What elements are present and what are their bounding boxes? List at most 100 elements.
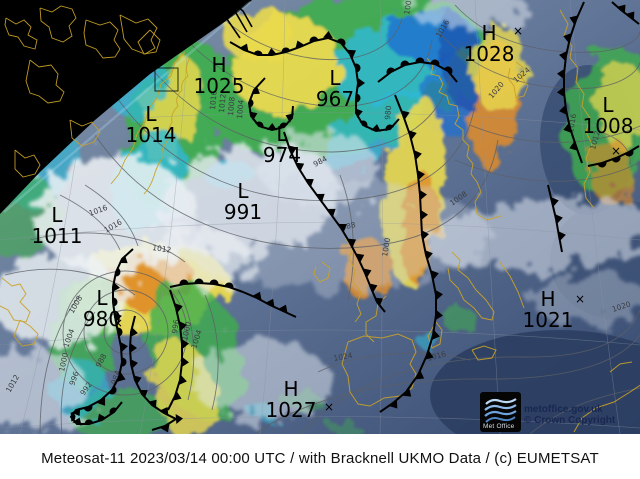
isobar-label: 1008 — [226, 96, 237, 116]
cold-front-symbol — [316, 193, 325, 203]
warm-front-symbol — [611, 156, 621, 163]
pressure-value: 1027 — [266, 398, 317, 422]
cold-front-symbol — [71, 407, 81, 417]
warm-front-symbol — [114, 267, 121, 277]
cold-front-symbol — [133, 375, 142, 385]
met-office-waves-icon — [484, 398, 517, 423]
cold-front-symbol — [130, 343, 137, 353]
isobar-label: 988 — [341, 220, 357, 232]
front-path — [167, 289, 183, 411]
cold-front-symbol — [417, 170, 425, 180]
warm-front-symbol — [179, 279, 189, 285]
warm-front-symbol — [255, 121, 264, 129]
cold-front-symbol — [327, 208, 336, 218]
cold-front-symbol — [431, 330, 440, 340]
cold-front-symbol — [354, 108, 363, 118]
cold-front-symbol — [119, 254, 128, 264]
warm-front-symbol — [354, 63, 361, 73]
metoffice-url: metoffice.gov.uk — [524, 404, 603, 415]
cold-front-symbol — [174, 303, 183, 313]
cold-front-symbol — [179, 321, 187, 331]
cold-front-symbol — [173, 391, 182, 401]
warm-front-symbol — [430, 59, 440, 66]
cold-front-symbol — [239, 43, 249, 53]
warm-front-symbol — [248, 98, 254, 108]
warm-front-symbol — [281, 47, 291, 54]
warm-front-symbol — [112, 297, 118, 307]
warm-front-symbol — [355, 93, 361, 103]
pressure-center-cross-marker: × — [611, 144, 621, 158]
isobars — [4, 0, 640, 434]
cold-front-symbol — [421, 230, 429, 240]
met-office-logo-label: Met Office — [483, 423, 515, 430]
cold-front-symbol — [563, 33, 572, 43]
cold-front-symbol — [323, 31, 333, 39]
cold-front-symbol — [181, 339, 189, 349]
cold-front-symbol — [181, 357, 189, 367]
image-caption: Meteosat-11 2023/03/14 00:00 UTC / with … — [41, 450, 599, 467]
cold-front-symbol — [401, 110, 410, 120]
cold-front-symbol — [175, 414, 183, 424]
cold-front-symbol — [120, 342, 128, 352]
pressure-value: 1011 — [32, 224, 83, 248]
cold-front-symbol — [338, 223, 347, 233]
cold-front-symbol — [557, 87, 565, 97]
cold-front-symbol — [435, 290, 443, 300]
cold-front-symbol — [424, 250, 433, 260]
cold-front-symbol — [267, 48, 277, 56]
cold-front-symbol — [569, 15, 578, 25]
satellite-weather-map: 1016 1016 1012 1012 1008 1004 1000 996 992 988 984… — [0, 0, 640, 434]
pressure-type-letter: L — [602, 93, 614, 117]
coastlines — [0, 9, 640, 433]
cold-front-symbol — [414, 150, 422, 160]
isobar-label: 1008 — [402, 0, 414, 15]
cold-front-symbol — [251, 85, 260, 95]
grey-cloud-layer — [0, 0, 640, 430]
cold-front-symbol — [419, 190, 427, 200]
cold-front-symbol — [72, 417, 82, 426]
front-path — [563, 1, 585, 164]
cold-front-symbol — [178, 375, 187, 385]
cold-front-symbol — [130, 327, 138, 337]
cold-front-symbol — [402, 388, 412, 397]
warm-front-symbol — [386, 67, 395, 75]
warm-front-symbol — [84, 419, 94, 425]
cold-front-symbol — [295, 162, 305, 172]
cold-front-symbol — [139, 389, 148, 399]
pressure-type-letter: L — [276, 122, 288, 146]
cold-front-symbol — [626, 11, 635, 21]
pressure-value: 1008 — [583, 114, 634, 138]
pressure-value: 1028 — [464, 42, 515, 66]
cold-front-symbol — [558, 231, 566, 241]
warm-front-symbol — [121, 357, 127, 367]
warm-front-symbol — [415, 57, 425, 63]
warm-front-symbol — [279, 122, 288, 130]
cold-front-symbol — [249, 111, 258, 121]
isobar-label: 1012 — [152, 243, 172, 255]
pressure-value: 1021 — [523, 308, 574, 332]
no-data-region — [0, 0, 252, 214]
pressure-value: 974 — [263, 143, 301, 167]
cold-front-symbol — [363, 268, 372, 278]
cold-front-symbol — [435, 310, 443, 320]
cold-front-symbol — [371, 124, 381, 132]
cold-front-symbol — [389, 399, 398, 409]
warm-front-symbol — [109, 386, 117, 395]
pressure-type-letter: H — [481, 21, 496, 45]
cold-front-symbol — [569, 141, 578, 151]
caption-bar: Meteosat-11 2023/03/14 00:00 UTC / with … — [0, 434, 640, 479]
cold-front-symbol — [563, 123, 572, 133]
front-path — [379, 94, 437, 413]
cold-front-symbol — [159, 406, 169, 416]
warm-front-symbol — [83, 405, 93, 412]
cold-front-symbol — [267, 123, 277, 131]
cold-front-symbol — [130, 359, 138, 369]
